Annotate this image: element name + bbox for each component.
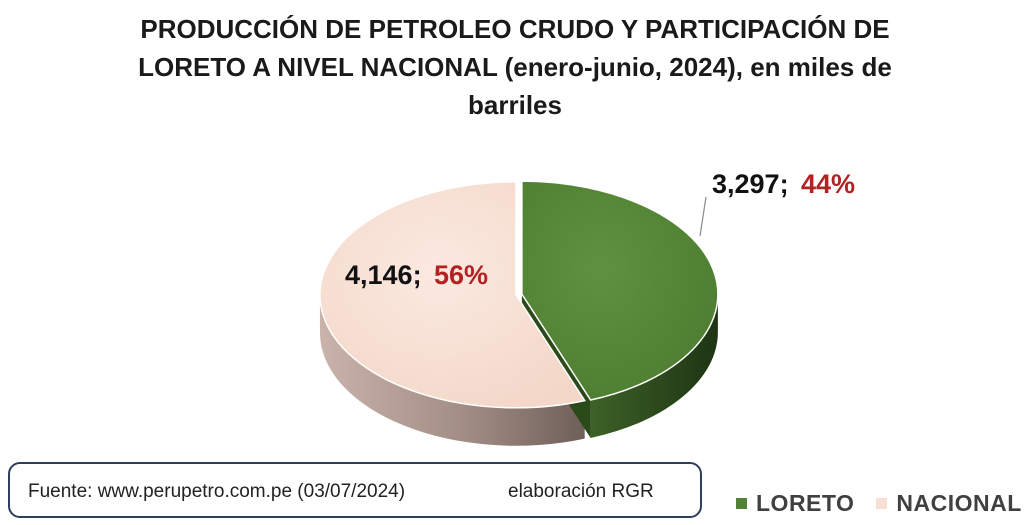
legend-label-loreto: LORETO	[756, 490, 855, 516]
legend-item-loreto: LORETO	[736, 490, 854, 517]
slice-loreto	[521, 180, 719, 401]
legend-item-nacional: NACIONAL	[876, 490, 1021, 517]
leader-line	[699, 196, 707, 237]
legend: LORETO NACIONAL	[736, 490, 1024, 517]
slice-label-nacional-percent: 56%	[434, 260, 488, 290]
legend-swatch-nacional	[876, 498, 888, 509]
slice-label-nacional-value: 4,146;	[345, 260, 422, 290]
legend-label-nacional: NACIONAL	[896, 490, 1022, 516]
slice-label-loreto-percent: 44%	[801, 169, 855, 199]
slice-label-loreto-value: 3,297;	[712, 169, 789, 199]
title-line-2: LORETO A NIVEL NACIONAL (enero-junio, 20…	[138, 52, 892, 82]
title-line-3: barriles	[468, 90, 562, 120]
slice-label-loreto: 3,297; 44%	[712, 169, 855, 199]
slice-nacional	[319, 181, 586, 409]
slice-label-nacional: 4,146; 56%	[345, 260, 488, 290]
title-line-1: PRODUCCIÓN DE PETROLEO CRUDO Y PARTICIPA…	[140, 14, 890, 44]
pie-chart: 3,297; 44% 4,146; 56%	[319, 169, 855, 446]
slice-side-loreto	[590, 294, 718, 438]
chart-title: PRODUCCIÓN DE PETROLEO CRUDO Y PARTICIPA…	[90, 10, 940, 124]
source-text: Fuente: www.perupetro.com.pe (03/07/2024…	[28, 481, 406, 502]
credit-text: elaboración RGR	[508, 481, 654, 502]
legend-swatch-loreto	[736, 498, 747, 509]
source-box: Fuente: www.perupetro.com.pe (03/07/2024…	[8, 462, 702, 518]
